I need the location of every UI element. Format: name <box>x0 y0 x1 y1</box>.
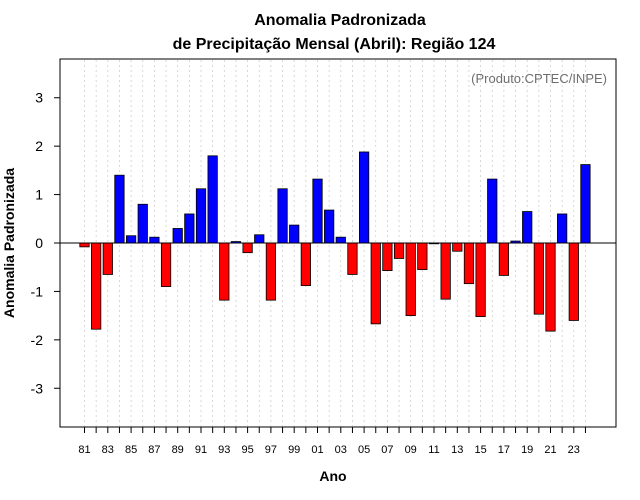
bar-1987 <box>149 236 160 244</box>
x-tick-label: 09 <box>405 444 417 456</box>
bar-2024 <box>580 164 591 244</box>
x-tick-label: 13 <box>451 444 463 456</box>
bar-2020 <box>533 242 544 315</box>
bar-2010 <box>417 242 428 271</box>
y-axis-label: Anomalia Padronizada <box>1 168 17 318</box>
x-tick-label: 15 <box>474 444 486 456</box>
x-tick-label: 17 <box>498 444 510 456</box>
x-tick-label: 11 <box>428 444 439 456</box>
bar-1982 <box>91 242 102 330</box>
bar-1983 <box>102 242 113 275</box>
bar-1999 <box>289 224 300 244</box>
y-tick-label: -1 <box>31 283 44 299</box>
y-tick-label: 3 <box>35 90 43 106</box>
x-tick-label: 01 <box>311 444 323 456</box>
bar-2005 <box>358 151 370 244</box>
x-tick-label: 07 <box>381 444 393 456</box>
bars <box>79 151 591 332</box>
bar-2019 <box>522 211 533 244</box>
chart-title-line1: Anomalia Padronizada <box>254 12 426 29</box>
x-axis-label: Ano <box>319 468 346 484</box>
y-tick-label: 2 <box>35 138 43 154</box>
bar-2015 <box>475 242 486 317</box>
bar-2004 <box>347 242 358 275</box>
y-tick-label: -2 <box>31 332 44 348</box>
bar-1984 <box>114 174 125 244</box>
bar-1995 <box>242 242 253 254</box>
x-tick-label: 95 <box>241 444 253 456</box>
y-tick-label: 1 <box>35 187 43 203</box>
chart-title-line2: de Precipitação Mensal (Abril): Região 1… <box>173 36 496 53</box>
x-tick-label: 03 <box>335 444 347 456</box>
x-tick-label: 91 <box>195 444 207 456</box>
bar-1990 <box>184 213 195 244</box>
y-tick-label: 0 <box>35 235 43 251</box>
bar-2002 <box>324 209 335 244</box>
x-tick-label: 81 <box>78 444 90 456</box>
bar-1981 <box>79 242 90 248</box>
x-axis: 81 83 85 87 89 91 93 95 97 99 01 03 05 07 09 11 13 15 17 19… <box>78 427 586 456</box>
x-tick-label: 83 <box>102 444 114 456</box>
bar-2008 <box>393 242 405 259</box>
bar-1996 <box>254 234 265 244</box>
bar-2013 <box>452 242 463 252</box>
bar-2001 <box>312 178 323 244</box>
vertical-gridlines <box>84 60 586 426</box>
bar-2012 <box>440 242 451 300</box>
bar-1986 <box>137 203 148 244</box>
x-tick-label: 89 <box>172 444 184 456</box>
x-tick-label: 19 <box>521 444 533 456</box>
bar-1985 <box>126 235 137 244</box>
bar-2009 <box>405 242 416 317</box>
x-tick-label: 87 <box>148 444 160 456</box>
x-tick-label: 23 <box>568 444 580 456</box>
x-tick-label: 99 <box>288 444 300 456</box>
bar-1989 <box>172 228 183 244</box>
x-tick-label: 85 <box>125 444 137 456</box>
y-tick-label: -3 <box>31 380 44 396</box>
y-axis: -3 -2 -1 0 1 2 3 <box>31 90 60 396</box>
bar-1992 <box>207 155 218 244</box>
bar-2006 <box>370 242 381 325</box>
bar-2016 <box>487 178 498 244</box>
bar-2021 <box>545 242 556 332</box>
bar-1998 <box>277 188 288 244</box>
bar-2000 <box>300 242 311 287</box>
bar-2003 <box>335 236 346 244</box>
x-tick-label: 97 <box>265 444 277 456</box>
x-tick-label: 93 <box>218 444 230 456</box>
bar-2014 <box>463 242 475 285</box>
x-tick-label: 05 <box>358 444 370 456</box>
bar-2022 <box>557 213 568 244</box>
source-note: (Produto:CPTEC/INPE) <box>471 71 607 86</box>
bar-2023 <box>568 242 579 321</box>
bar-1988 <box>160 242 172 287</box>
bar-1993 <box>219 242 230 301</box>
bar-1991 <box>195 188 207 244</box>
bar-2007 <box>382 242 393 272</box>
bar-2017 <box>498 242 510 276</box>
x-tick-label: 21 <box>544 444 556 456</box>
bar-1997 <box>265 242 277 301</box>
